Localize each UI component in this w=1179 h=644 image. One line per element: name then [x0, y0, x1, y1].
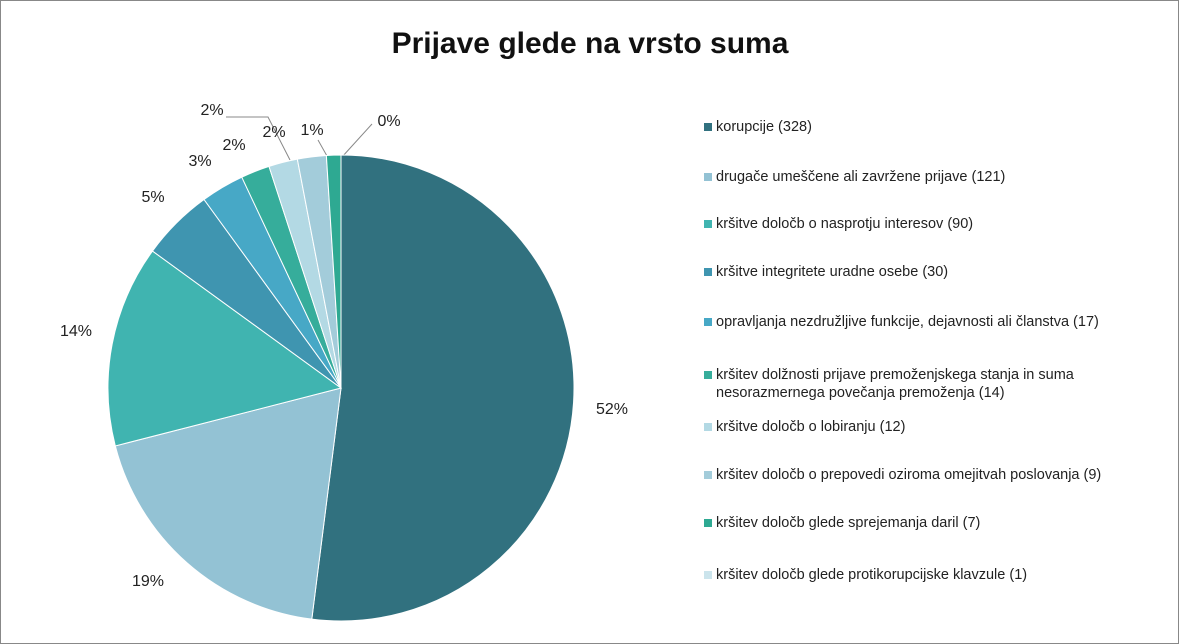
legend-label: kršitve določb o lobiranju (12)	[716, 419, 906, 435]
legend-label: kršitve določb o nasprotju interesov (90…	[716, 216, 974, 232]
legend-label: kršitev dolžnosti prijave premoženjskega…	[716, 367, 1074, 401]
legend-label: opravljanja nezdružljive funkcije, dejav…	[716, 314, 1099, 330]
legend-label: korupcije (328)	[716, 119, 812, 135]
legend-swatch	[704, 371, 712, 379]
legend-swatch	[704, 471, 712, 479]
data-label: 0%	[377, 113, 400, 130]
legend-swatch	[704, 268, 712, 276]
legend-swatch	[704, 519, 712, 527]
legend-entry: kršitev določb glede sprejemanja daril (…	[704, 514, 1169, 532]
legend-label: kršitev določb glede sprejemanja daril (…	[716, 515, 981, 531]
leader-line	[317, 139, 328, 157]
legend-entry: kršitev določb o prepovedi oziroma omeji…	[704, 466, 1169, 484]
legend-entry: kršitev določb glede protikorupcijske kl…	[704, 566, 1169, 584]
data-label: 2%	[262, 124, 285, 141]
legend-label: kršitev določb glede protikorupcijske kl…	[716, 567, 1028, 583]
data-label: 19%	[132, 573, 164, 590]
leader-line	[341, 123, 373, 158]
legend-label: drugače umeščene ali zavržene prijave (1…	[716, 169, 1006, 185]
legend-swatch	[704, 220, 712, 228]
legend-swatch	[704, 318, 712, 326]
legend-swatch	[704, 423, 712, 431]
legend-entry: drugače umeščene ali zavržene prijave (1…	[704, 168, 1169, 186]
pie-slice	[107, 250, 343, 447]
pie-slice	[311, 154, 575, 622]
data-label: 52%	[596, 401, 628, 418]
legend-entry: opravljanja nezdružljive funkcije, dejav…	[704, 313, 1169, 331]
legend-entry: kršitev dolžnosti prijave premoženjskega…	[704, 366, 1169, 402]
chart-title: Prijave glede na vrsto suma	[392, 27, 789, 60]
legend-entry: korupcije (328)	[704, 118, 1169, 136]
legend-entry: kršitve določb o nasprotju interesov (90…	[704, 215, 1169, 233]
leader-line	[226, 116, 291, 161]
data-label: 14%	[60, 323, 92, 340]
legend-swatch	[704, 571, 712, 579]
data-label: 1%	[300, 122, 323, 139]
legend-label: kršitev določb o prepovedi oziroma omeji…	[716, 467, 1102, 483]
data-label: 5%	[141, 189, 164, 206]
legend-swatch	[704, 123, 712, 131]
legend-entry: kršitve določb o lobiranju (12)	[704, 418, 1169, 436]
legend-entry: kršitve integritete uradne osebe (30)	[704, 263, 1169, 281]
data-label: 3%	[188, 153, 211, 170]
legend-label: kršitve integritete uradne osebe (30)	[716, 264, 949, 280]
legend-swatch	[704, 173, 712, 181]
data-label: 2%	[222, 137, 245, 154]
pie-slice	[114, 387, 342, 620]
data-label: 2%	[200, 102, 223, 119]
